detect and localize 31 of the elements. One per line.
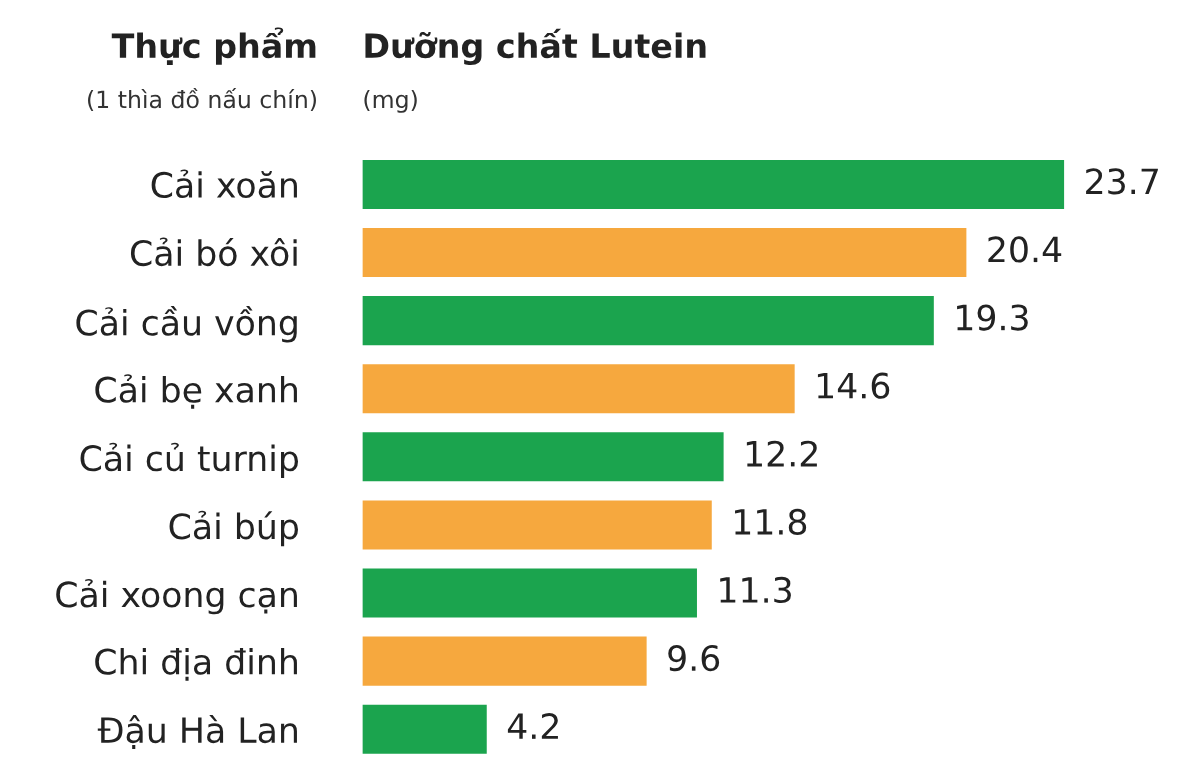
y-tick-label: Cải bẹ xanh [95,374,297,409]
chart-title: Dưỡng chất Lutein [365,28,706,66]
bar [362,704,487,754]
bar [362,500,712,550]
y-tick-label: Cải xoăn [151,169,297,199]
y-tick-label: Đậu Hà Lan [97,714,297,750]
y-axis-title: Thực phẩm [111,27,316,65]
data-label: 11.3 [720,576,791,604]
data-label: 20.4 [988,236,1062,263]
data-label: 12.2 [746,440,817,467]
y-tick-label: Cải xoong cạn [56,578,297,615]
y-tick-label: Cải củ turnip [80,442,299,479]
bar [362,568,697,618]
data-label: 23.7 [1086,168,1158,195]
y-tick-label: Cải cầu vồng [76,305,297,343]
bar [362,432,724,482]
bar [362,636,647,686]
chart-subtitle: (mg) [364,90,417,113]
bar [362,296,934,346]
y-tick-label: Cải búp [169,510,298,547]
data-label: 11.8 [735,508,807,535]
bar [362,364,795,414]
text: (1 thìa đồ nấu chín) [88,87,316,112]
bar [362,227,967,278]
y-tick-label: Cải bó xôi [130,237,297,267]
data-label: 4.2 [507,713,558,739]
y-tick-label: Chi địa đinh [95,647,297,681]
data-label: 9.6 [668,644,720,672]
bar [362,159,1065,209]
data-label: 14.6 [817,372,890,399]
data-label: 19.3 [957,304,1028,331]
